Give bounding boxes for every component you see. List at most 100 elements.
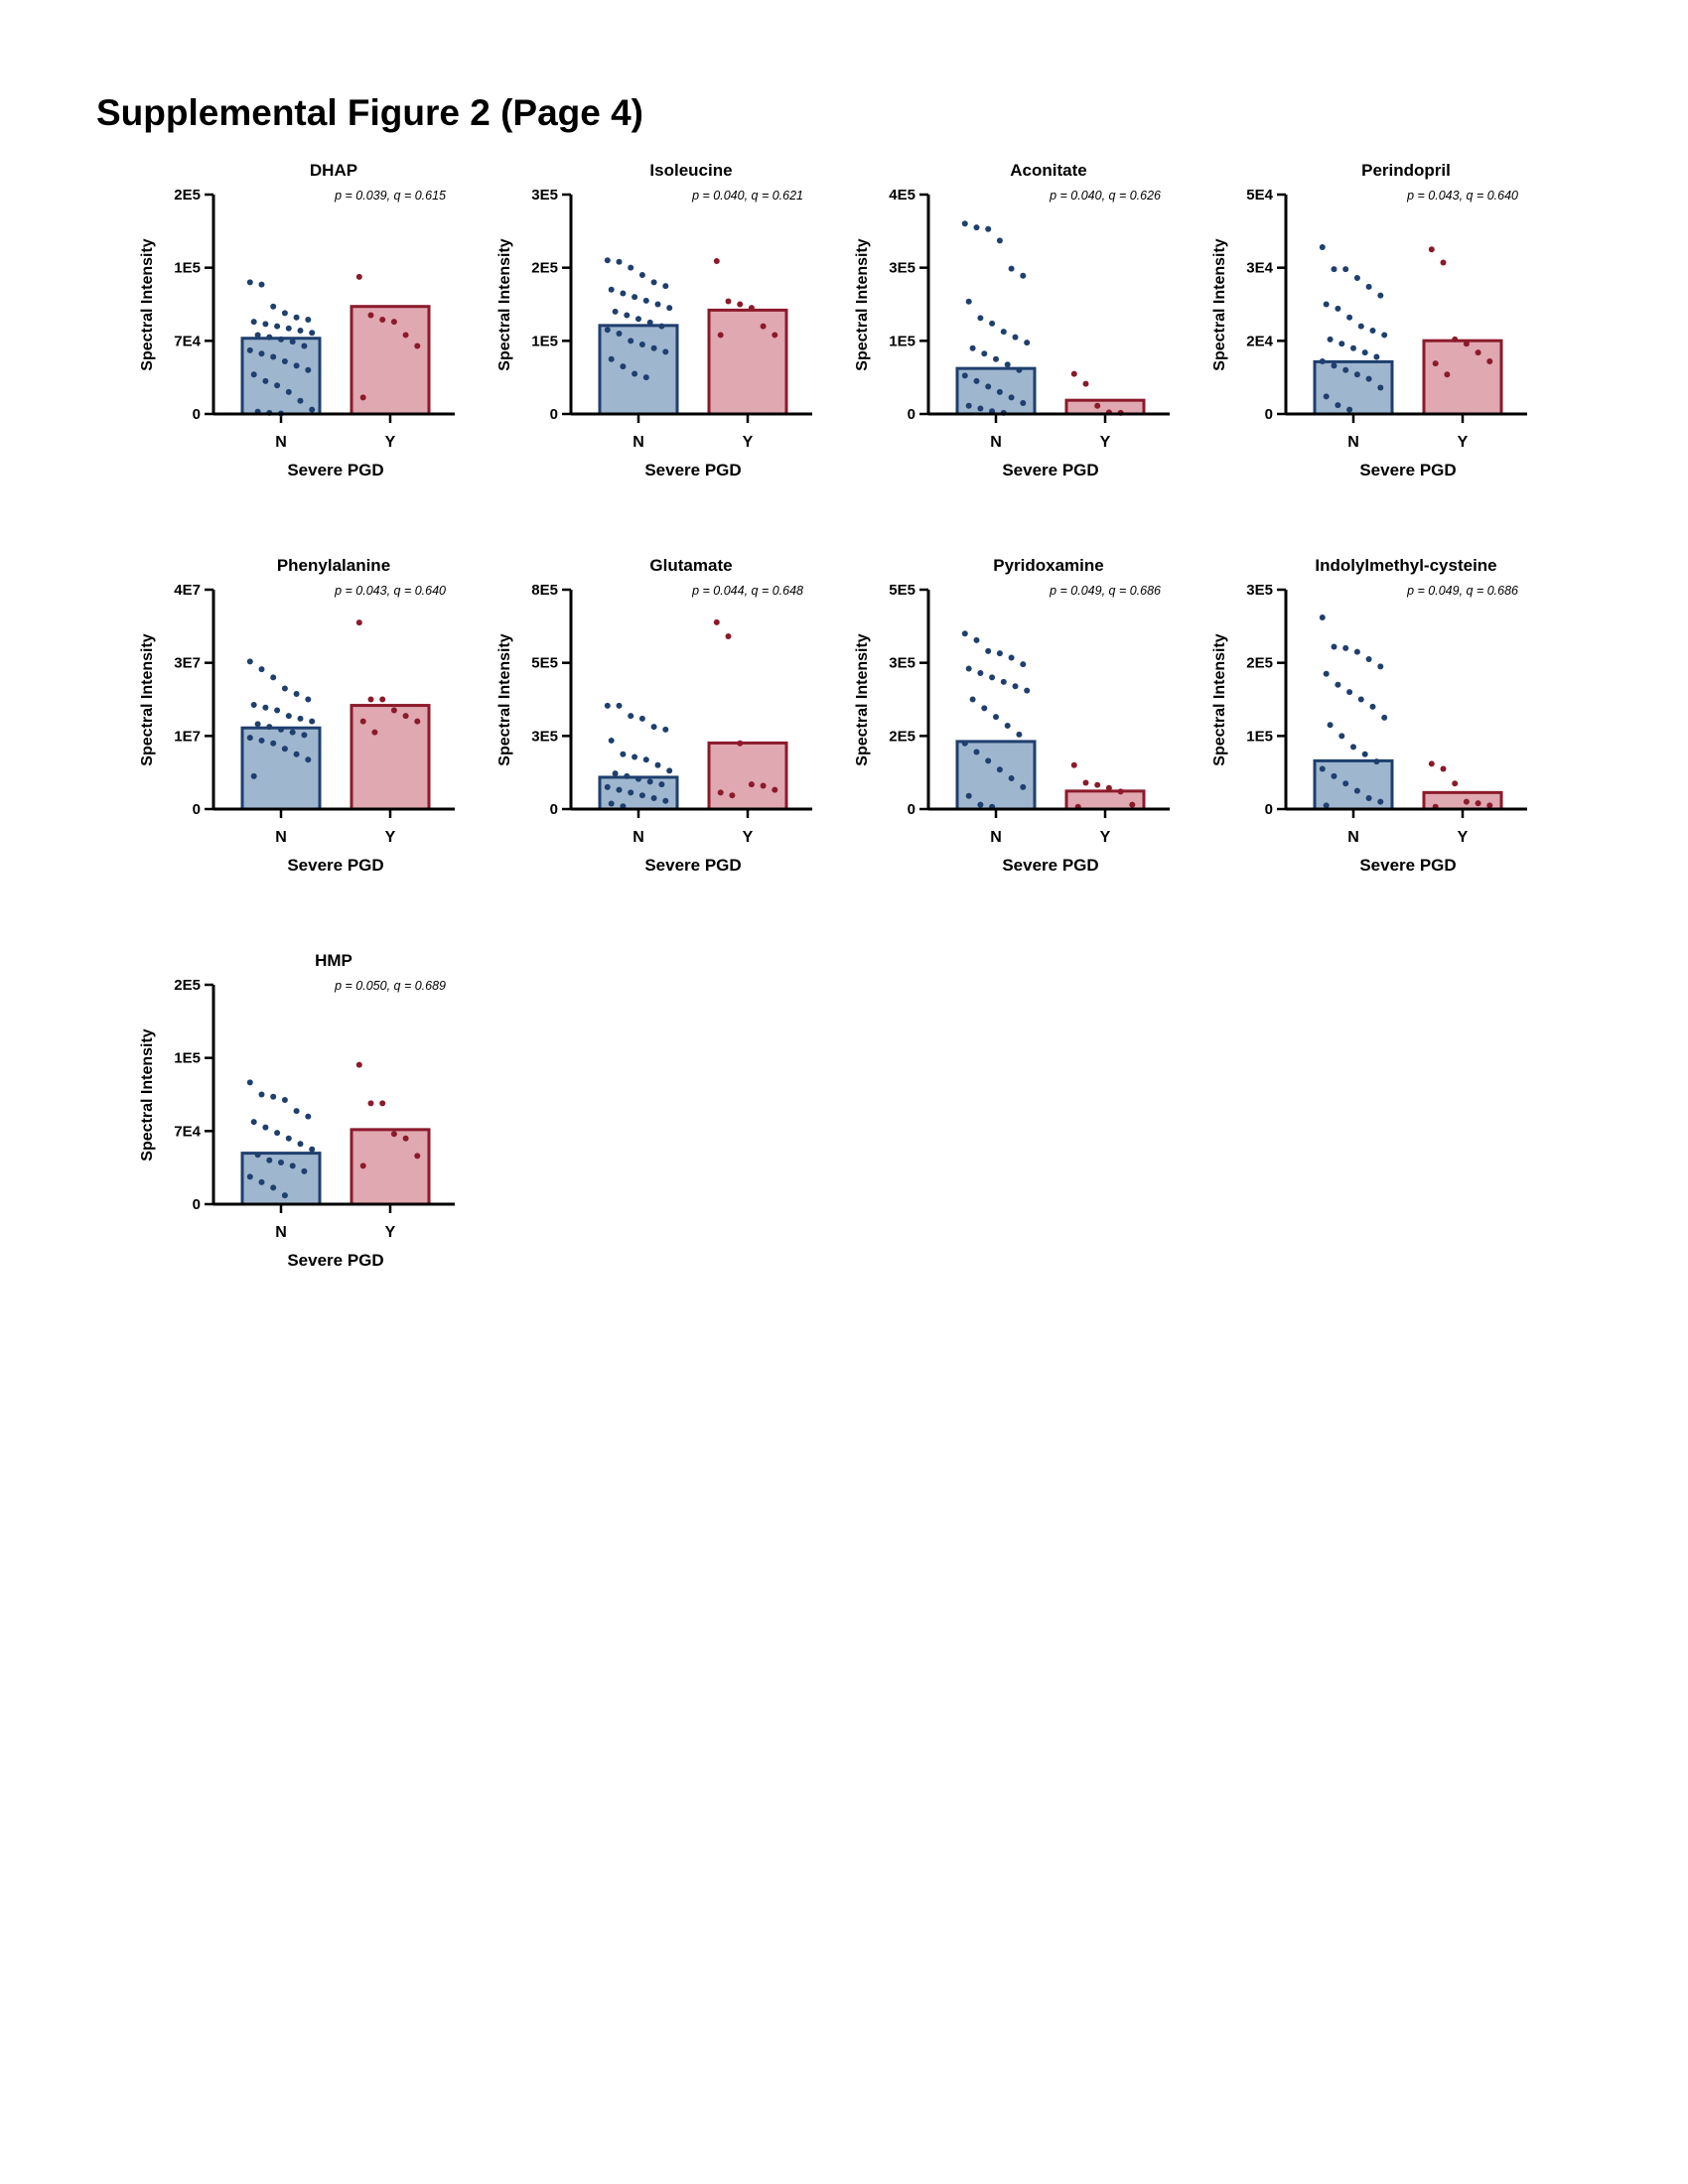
data-point [281,1192,288,1199]
data-point [289,339,296,345]
data-point [414,342,421,349]
data-point [616,330,623,337]
x-tick-label: N [990,434,1002,451]
chart-panel: Phenylalanine p = 0.043, q = 0.640 Spectra… [139,556,455,875]
data-point [1381,332,1388,339]
data-point [748,781,755,788]
data-point [1323,802,1330,809]
data-point [969,344,976,351]
data-point [258,737,265,744]
data-point [977,315,984,322]
stat-annotation: p = 0.043, q = 0.640 [334,584,446,598]
data-point [1361,349,1368,356]
x-tick-label: Y [1458,434,1469,451]
data-point [1319,244,1326,251]
data-point [281,746,288,752]
data-point [258,281,265,288]
x-axis-label: Severe PGD [1359,856,1456,875]
x-tick-label: Y [385,1224,396,1241]
stat-annotation: p = 0.050, q = 0.689 [334,979,446,993]
data-point [1346,406,1353,413]
data-point [666,305,673,312]
data-point [612,308,619,315]
data-point [1020,661,1027,668]
y-tick-label: 0 [550,801,558,818]
data-point [1369,328,1376,335]
y-axis-label: Spectral Intensity [139,238,156,370]
y-tick-label: 1E5 [174,1050,201,1067]
data-point [1012,334,1019,341]
page-title: Supplemental Figure 2 (Page 4) [96,92,643,133]
data-point [1327,336,1334,342]
data-point [258,350,265,357]
y-tick-label: 0 [908,801,915,818]
data-point [258,666,265,673]
data-point [1105,784,1112,791]
stat-annotation: p = 0.040, q = 0.626 [1049,189,1161,203]
data-point [620,363,627,370]
data-point [289,729,296,736]
y-tick-label: 7E4 [174,333,201,349]
chart-title: Phenylalanine [277,556,390,575]
data-point [1000,678,1007,685]
data-point [305,366,312,373]
data-point [305,1113,312,1120]
data-point [1070,761,1077,768]
data-point [1319,357,1326,364]
y-tick-label: 2E5 [531,260,558,277]
data-point [390,707,397,714]
y-tick-label: 0 [1265,801,1273,818]
data-point [1342,266,1349,273]
y-axis-label: Spectral Intensity [139,1028,156,1160]
data-point [270,303,277,310]
data-point [989,320,996,327]
data-point [414,1153,421,1160]
bar [1064,398,1146,416]
data-point [608,286,615,293]
data-point [1365,794,1372,801]
data-point [635,316,641,323]
data-point [1338,733,1345,740]
data-point [961,740,968,747]
data-point [616,702,623,709]
data-point [270,740,277,747]
data-point [650,794,657,801]
x-axis-label: Severe PGD [287,1251,383,1270]
data-point [628,338,634,344]
data-point [965,298,972,305]
data-point [1342,366,1349,373]
data-point [1335,681,1341,688]
data-point [638,272,645,279]
data-point [1323,301,1330,308]
y-axis-label: Spectral Intensity [1211,633,1228,765]
data-point [635,775,641,782]
x-axis-label: Severe PGD [1002,461,1098,479]
data-point [262,1124,269,1131]
data-point [301,1167,308,1174]
data-point [278,336,284,342]
data-point [965,665,972,672]
data-point [1008,394,1015,401]
bar [1313,359,1394,416]
data-point [642,374,649,381]
data-point [985,757,992,764]
data-point [650,344,657,351]
data-point [379,696,386,703]
data-point [250,1119,257,1126]
data-point [293,1108,300,1115]
y-tick-label: 3E5 [1246,582,1273,599]
data-point [1369,703,1376,710]
chart-title: Glutamate [649,556,732,575]
data-point [604,783,611,790]
data-point [620,290,627,297]
data-point [638,792,645,799]
y-axis-label: Spectral Intensity [1211,238,1228,370]
y-tick-label: 2E5 [1246,655,1273,672]
data-point [1365,375,1372,382]
data-point [628,264,634,271]
chart-title: HMP [315,951,352,970]
y-tick-label: 3E5 [889,655,915,672]
data-point [301,342,308,349]
data-point [973,749,980,755]
data-point [1008,775,1015,782]
